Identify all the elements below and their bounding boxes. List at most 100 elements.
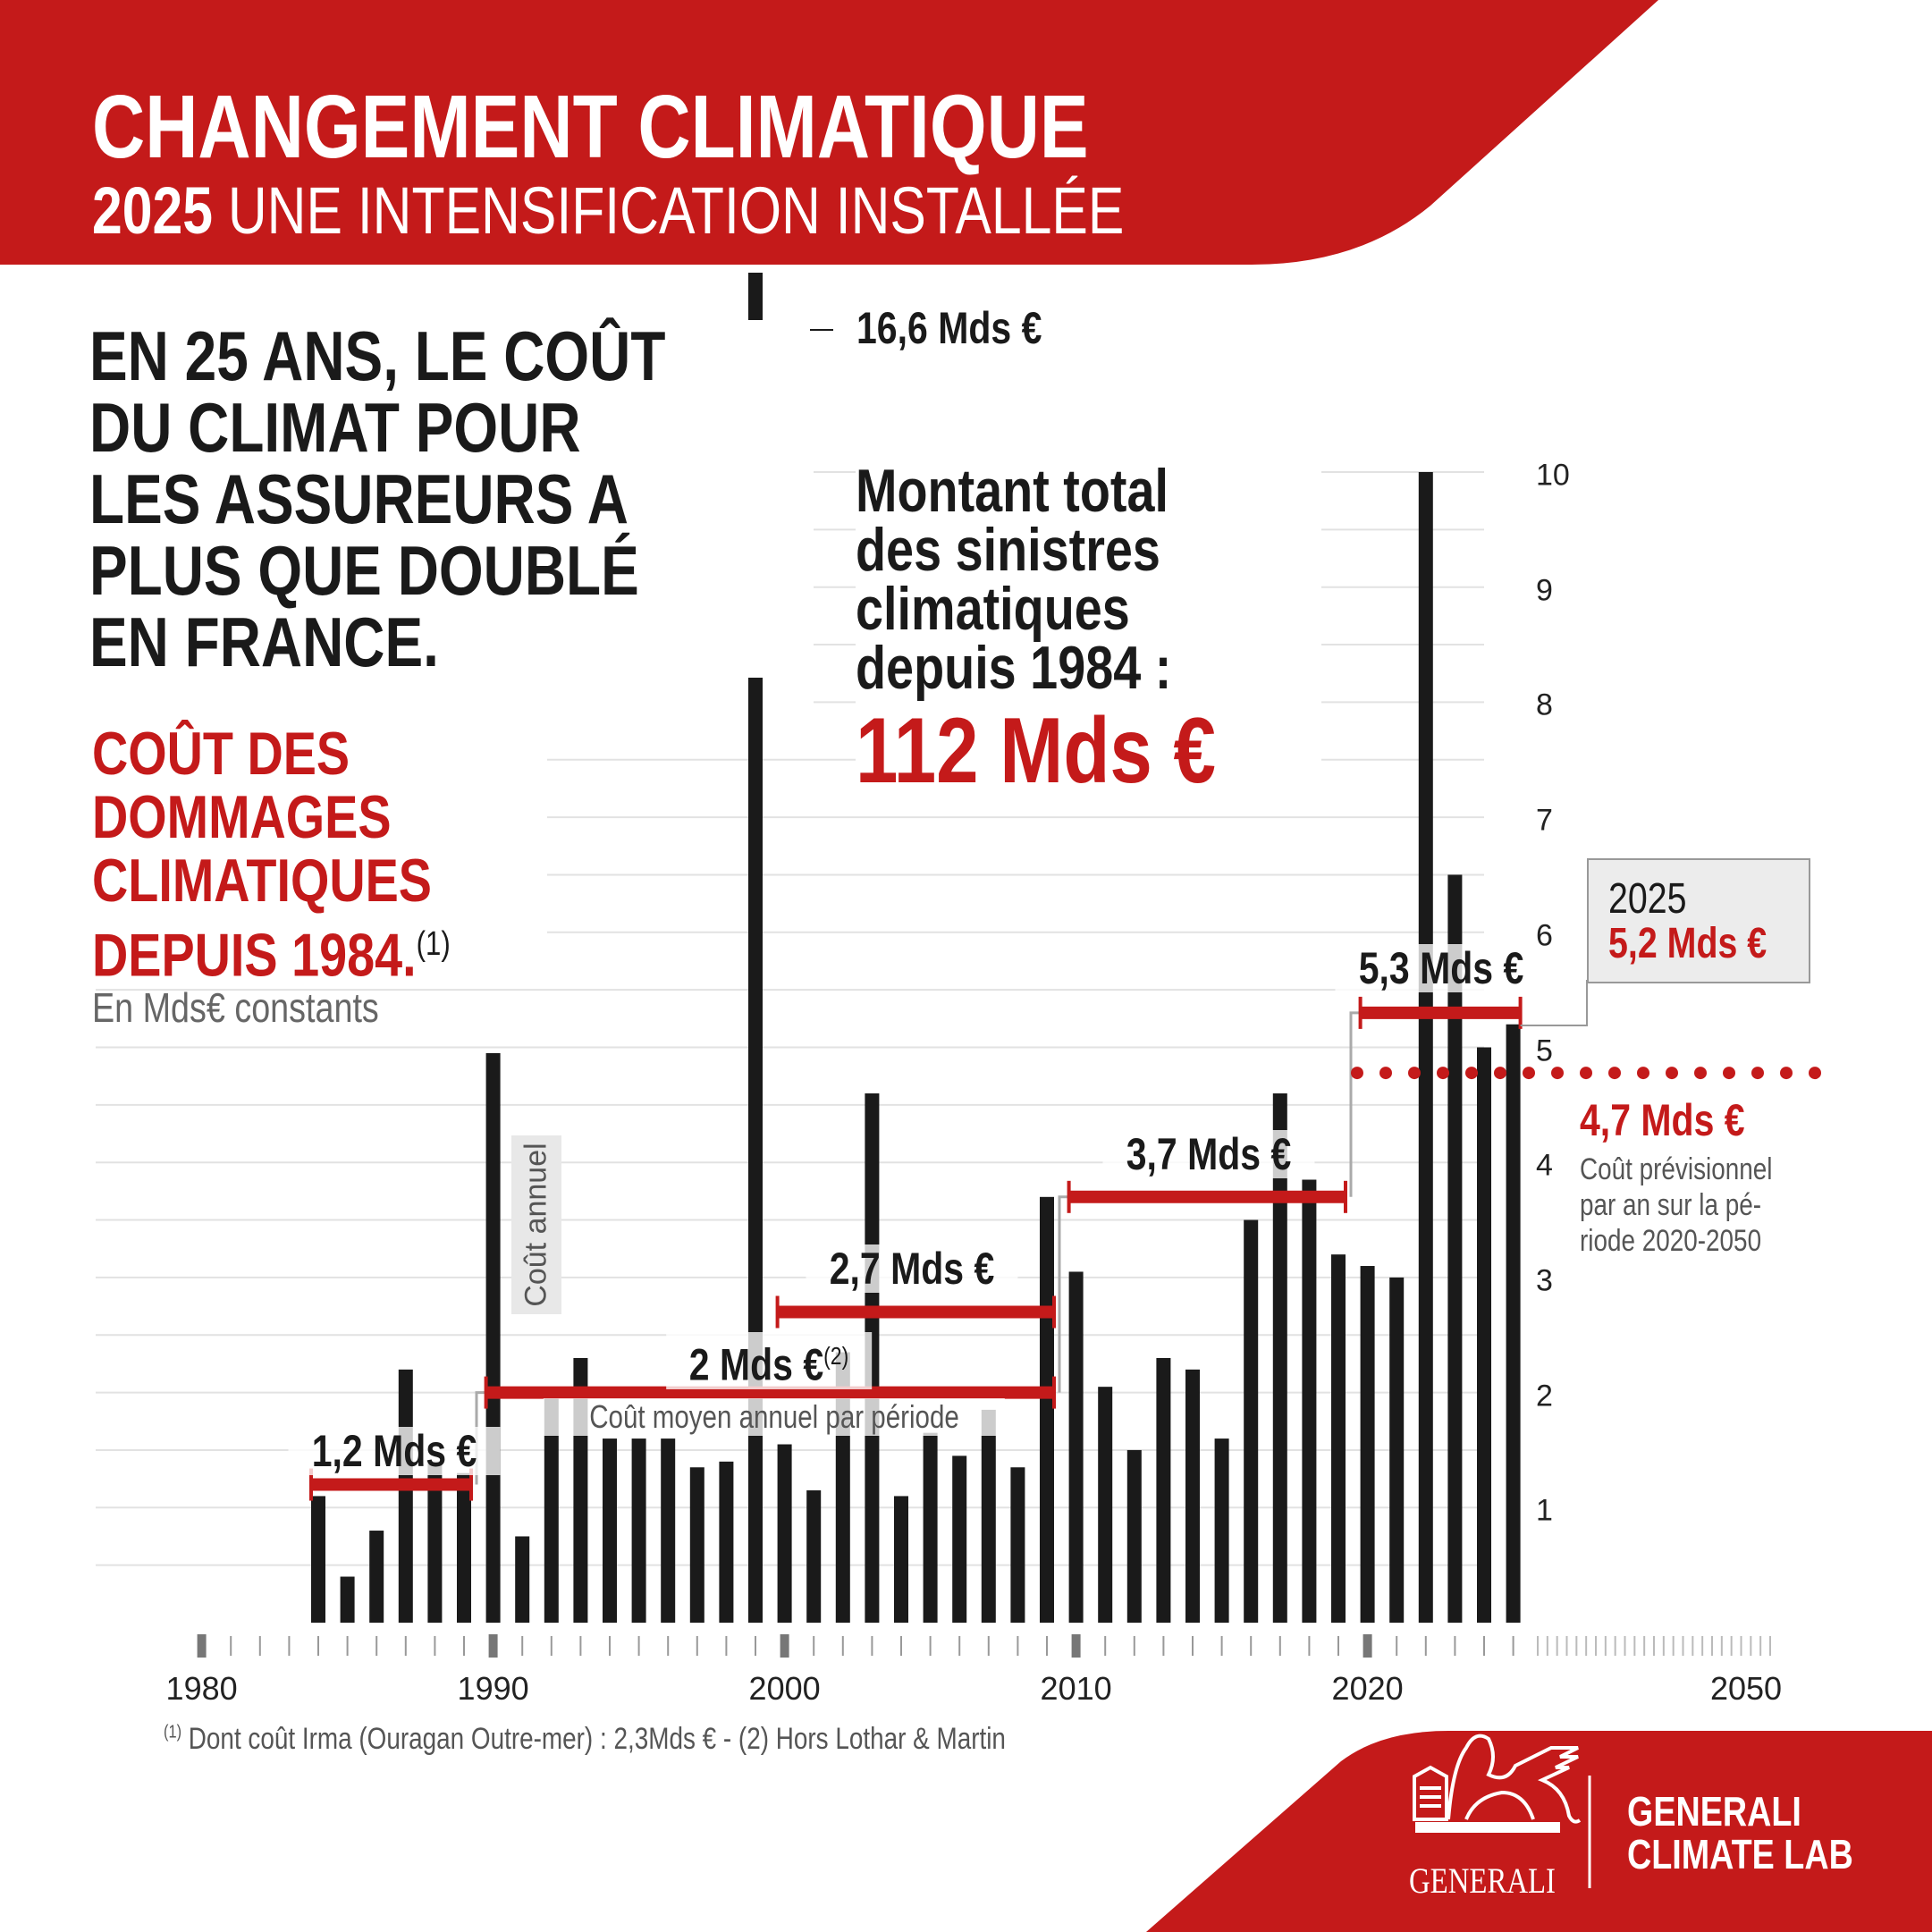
projection-dot [1580,1067,1592,1080]
bar-2003 [865,1093,880,1623]
bar-2011 [1098,1387,1113,1623]
bar-2005 [923,1432,938,1623]
x-tick-major [488,1634,498,1658]
bar-2014 [1185,1369,1200,1623]
average-note: Coût moyen annuel par période [543,1398,1006,1436]
bar-1995 [631,1438,646,1623]
bar-2017 [1272,1093,1287,1623]
y-tick-label: 7 [1536,803,1553,838]
y-tick-label: 9 [1536,573,1553,608]
x-tick-major [1363,1634,1372,1658]
projection-dot [1551,1067,1564,1080]
bar-1987 [398,1369,413,1623]
period-label-2000-2009: 2,7 Mds € [806,1244,1018,1293]
x-tick-major [1071,1634,1081,1658]
x-tick-major [780,1634,789,1658]
bar-2023 [1447,874,1463,1623]
peak-label: 16,6 Mds € [856,303,1042,353]
bar-2009 [1040,1196,1054,1623]
bar-2013 [1156,1357,1171,1623]
projection-dot [1666,1067,1678,1080]
total-callout: Montant total des sinistres climatiques dep… [856,460,1322,814]
units-label: En Mds€ constants [92,984,379,1031]
period-connector [1349,1011,1361,1197]
period-label-1984-1989: 1,2 Mds € [288,1427,501,1475]
bar-1994 [603,1438,617,1623]
generali-wordmark: GENERALI [1409,1860,1556,1901]
bar-2025 [1506,1024,1521,1623]
x-tick-label: 2050 [1709,1670,1783,1707]
bar-2015 [1214,1438,1229,1623]
brand-name: GENERALI CLIMATE LAB [1627,1788,1853,1877]
generali-lion-logo [1413,1734,1582,1833]
period-connector [1058,1195,1069,1393]
x-tick-label: 1990 [457,1670,529,1707]
period-label-1990-2009: 2 Mds €(2) [666,1332,872,1389]
bar-1986 [369,1531,384,1623]
footnote: (1) Dont coût Irma (Ouragan Outre-mer) :… [164,1722,1006,1756]
projection-dot [1723,1067,1735,1080]
x-tick-label: 1980 [165,1670,238,1707]
bar-1988 [427,1461,443,1623]
bar-1989 [457,1472,471,1623]
bar-1991 [515,1536,530,1623]
bar-2020 [1360,1266,1375,1623]
projection-dot [1408,1067,1421,1080]
y-tick-label: 1 [1536,1493,1553,1528]
projection-dot [1780,1067,1793,1080]
bar-2006 [952,1455,967,1623]
bar-2016 [1244,1219,1259,1623]
projection-dot [1637,1067,1649,1080]
callout-2025: 2025 5,2 Mds € [1587,858,1810,983]
projection-dot [1694,1067,1707,1080]
y-tick-label: 2 [1536,1379,1553,1413]
bar-2008 [1010,1467,1025,1623]
bar-1990 [485,1052,501,1623]
projection-dot [1608,1067,1621,1080]
bar-1996 [661,1438,676,1623]
bar-1985 [340,1576,355,1623]
projection-dot [1379,1067,1392,1080]
bar-2007 [981,1409,996,1623]
projection-callout: 4,7 Mds € Coût prévisionnel par an sur l… [1580,1095,1773,1258]
bar-1997 [689,1467,704,1623]
bar-2004 [894,1496,908,1623]
bar-2000 [777,1444,792,1623]
projection-dot [1809,1067,1821,1080]
x-tick-major [197,1634,207,1658]
x-tick-label: 2000 [748,1670,821,1707]
y-tick-label: 3 [1536,1263,1553,1298]
bar-2022 [1418,472,1433,1623]
projection-dot [1437,1067,1449,1080]
y-tick-label: 5 [1536,1033,1553,1067]
period-label-2010-2019: 3,7 Mds € [1102,1130,1315,1178]
bar-2021 [1389,1277,1405,1623]
x-tick-label: 2010 [1040,1670,1112,1707]
total-value: 112 Mds € [856,699,1216,803]
chart-heading: COÛT DES DOMMAGES CLIMATIQUES DEPUIS 1984.(… [92,722,547,988]
y-tick-label: 8 [1536,688,1553,722]
bar-2001 [806,1489,822,1623]
bar-1992 [544,1392,559,1623]
projection-dot [1523,1067,1535,1080]
projection-dot [1465,1067,1478,1080]
x-tick-label: 2020 [1331,1670,1404,1707]
page-subtitle: 2025 UNE INTENSIFICATION INSTALLÉE [92,173,1125,248]
bar-2024 [1477,1047,1491,1623]
bar-2019 [1331,1254,1346,1623]
callout-connector [1520,980,1588,1026]
period-label-2020-2025: 5,3 Mds € [1335,944,1548,992]
bar-2012 [1126,1449,1142,1623]
bar-1998 [719,1461,734,1623]
y-tick-label: 6 [1536,918,1553,953]
y-tick-label: 4 [1536,1148,1553,1183]
y-tick-label: 10 [1536,458,1570,493]
bar-2018 [1302,1179,1317,1623]
projection-dot [1351,1067,1363,1080]
projection-dot [1751,1067,1764,1080]
projection-dot [1494,1067,1506,1080]
page-title: CHANGEMENT CLIMATIQUE [92,77,1089,177]
bar-1984 [311,1496,325,1623]
header-banner [0,0,1658,265]
